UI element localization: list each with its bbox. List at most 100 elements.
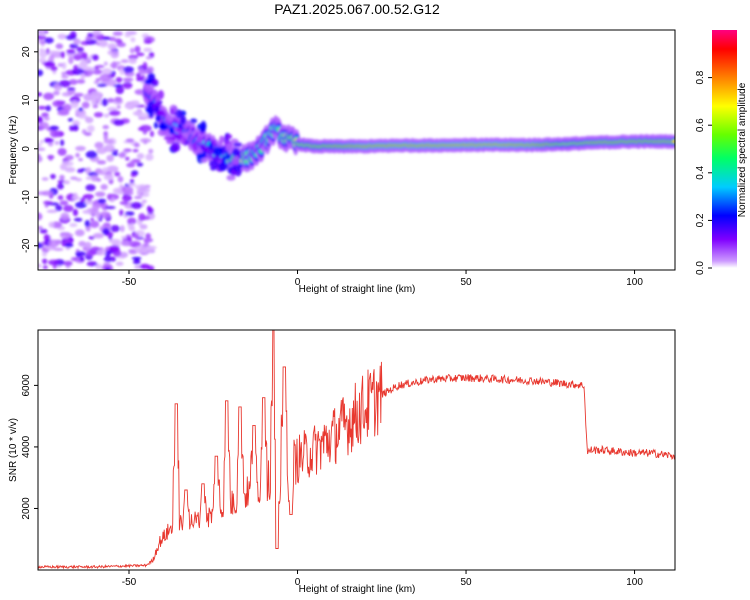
spectrogram-cell (232, 155, 240, 166)
spectrogram-cell (39, 139, 44, 144)
spectrogram-cell (59, 200, 69, 206)
spectrogram-cell (69, 31, 77, 39)
spectrogram-cell (63, 204, 74, 213)
spectrogram-cell (189, 118, 198, 124)
spectrogram-cell (143, 40, 153, 44)
spectrogram-cell (106, 98, 116, 103)
spectrogram-cell (63, 260, 73, 267)
spectrogram-cell (134, 233, 139, 239)
spectrogram-cell (201, 157, 208, 164)
snr-y-axis-label: SNR (10 * v/v) (8, 418, 19, 482)
spectrogram-cell (133, 142, 140, 148)
spectrogram-cell (136, 76, 146, 82)
spectrogram-cell (103, 133, 109, 141)
colorbar-tick-label: 0.8 (695, 70, 706, 84)
spectrogram-cell (38, 263, 42, 269)
spectrogram-cell (163, 136, 173, 141)
spectrogram-frame (37, 29, 676, 271)
spectrogram-cell (55, 204, 63, 212)
spectrogram-cell (79, 60, 88, 68)
y-tick-label: 0 (21, 146, 32, 152)
snr-y-ticks: 2000 4000 6000 (21, 374, 38, 520)
spectrogram-cell (82, 194, 95, 199)
spectrogram-cell (102, 167, 109, 173)
spectrogram-cell (95, 263, 103, 270)
spectrogram-y-axis-label: Frequency (Hz) (8, 116, 19, 185)
spectrogram-cell (119, 201, 129, 205)
spectrogram-cell (120, 235, 127, 240)
spectrogram-cell (38, 92, 43, 97)
spectrogram-cell (139, 224, 148, 230)
spectrogram-cell (114, 171, 121, 177)
spectrogram-cell (143, 184, 151, 189)
spectrogram-cell (84, 200, 95, 205)
colorbar-label: Normalized spectral amplitude (737, 82, 748, 217)
spectrogram-cell (129, 222, 135, 230)
spectrogram-cell (75, 201, 87, 209)
y-tick-label: 6000 (21, 374, 32, 397)
spectrogram-cell (57, 33, 67, 40)
spectrogram-cell (130, 37, 136, 43)
spectrogram-cell (128, 58, 137, 64)
spectrogram-cell (85, 184, 96, 192)
spectrogram-cell (38, 48, 46, 52)
spectrogram-cell (110, 224, 120, 233)
spectrogram-cell (61, 75, 69, 79)
spectrogram-cell (111, 152, 119, 156)
spectrogram-cell (104, 205, 116, 210)
spectrogram-cell (49, 129, 60, 138)
spectrogram-cell (225, 144, 234, 152)
y-tick-label: 4000 (21, 435, 32, 458)
spectrogram-cell (129, 101, 141, 107)
spectrogram-cell (38, 121, 49, 130)
spectrogram-cell (78, 240, 86, 247)
spectrogram-cell (94, 141, 104, 149)
spectrogram-cell (141, 199, 147, 203)
spectrogram-cell (47, 50, 59, 55)
spectrogram-cell (68, 56, 74, 65)
spectrogram-cell (96, 83, 107, 87)
spectrogram-cell (53, 247, 64, 252)
spectrogram-cell (41, 190, 54, 196)
spectrogram-cell (85, 176, 93, 180)
spectrogram-cell (75, 152, 80, 158)
spectrogram-cell (128, 54, 139, 60)
spectrogram-cell (103, 61, 108, 66)
spectrogram-cell (75, 145, 86, 152)
x-tick-label: 50 (460, 577, 472, 588)
spectrogram-cell (78, 107, 84, 112)
spectrogram-cell (48, 221, 55, 228)
spectrogram-cell (96, 160, 107, 165)
spectrogram-cell (72, 208, 79, 217)
x-tick-label: 0 (295, 277, 301, 288)
spectrogram-cell (196, 153, 206, 159)
spectrogram-cell (107, 78, 117, 87)
spectrogram-x-axis-label: Height of straight line (km) (299, 284, 416, 295)
spectrogram-cell (85, 150, 98, 159)
y-tick-label: 20 (21, 46, 32, 58)
snr-x-ticks: -50 0 50 100 (122, 570, 643, 588)
spectrogram-cell (57, 195, 64, 201)
spectrogram-cell (225, 153, 231, 160)
x-tick-label: 100 (626, 577, 643, 588)
spectrogram-cell (119, 225, 125, 233)
spectrogram-cell (219, 135, 225, 144)
spectrogram-cell (68, 79, 78, 85)
x-tick-label: -50 (122, 277, 137, 288)
spectrogram-cell (66, 49, 76, 54)
spectrogram-cell (101, 98, 108, 107)
spectrogram-cell (124, 104, 133, 109)
spectrogram-cell (96, 249, 107, 256)
spectrogram-cell (118, 152, 126, 158)
spectrogram-cell (142, 128, 148, 135)
spectrogram-cell (99, 73, 112, 82)
spectrogram-cell (76, 46, 84, 53)
spectrogram-cell (195, 135, 204, 144)
spectrogram-cell (227, 134, 233, 139)
spectrogram-cell (112, 31, 123, 36)
spectrogram-cell (55, 43, 64, 50)
spectrogram-cell (50, 173, 56, 180)
spectrogram-cell (57, 179, 66, 184)
spectrogram-cell (38, 105, 47, 110)
